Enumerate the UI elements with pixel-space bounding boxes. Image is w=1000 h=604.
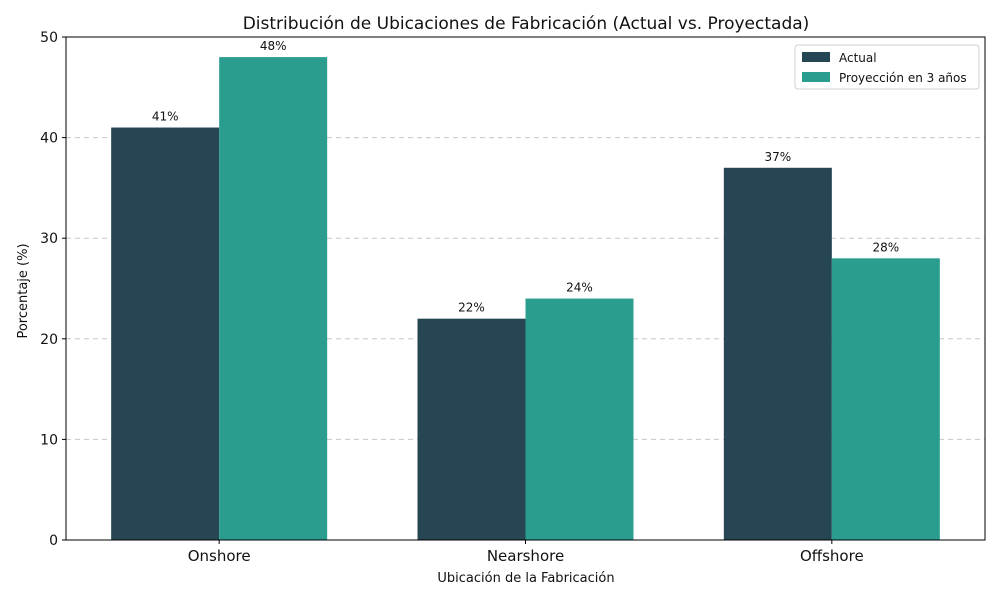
data-label: 41% <box>152 110 179 124</box>
bar-offshore-proyeccion <box>831 258 940 540</box>
x-tick-label: Onshore <box>188 547 251 565</box>
data-label: 37% <box>764 150 791 164</box>
y-tick-label: 30 <box>40 231 58 247</box>
bars <box>111 57 940 541</box>
data-label: 28% <box>872 240 899 254</box>
y-tick-label: 10 <box>40 432 58 448</box>
data-labels: 41% 48% 22% 24% 37% 28% <box>152 39 899 315</box>
data-label: 22% <box>458 301 485 315</box>
x-tick-label: Offshore <box>800 547 864 565</box>
y-tick-label: 50 <box>40 30 58 46</box>
data-label: 24% <box>566 281 593 295</box>
data-label: 48% <box>260 39 287 53</box>
legend-label: Proyección en 3 años <box>839 71 967 85</box>
bar-onshore-proyeccion <box>219 57 328 541</box>
bar-nearshore-proyeccion <box>525 298 634 540</box>
legend-box <box>794 44 980 90</box>
y-tick-label: 40 <box>40 131 58 147</box>
bar-onshore-actual <box>111 127 220 540</box>
bar-offshore-actual <box>723 167 832 540</box>
y-axis-label: Porcentaje (%) <box>16 243 31 338</box>
x-tick-label: Nearshore <box>487 547 564 565</box>
chart-title: Distribución de Ubicaciones de Fabricaci… <box>243 14 810 34</box>
x-axis-label: Ubicación de la Fabricación <box>437 571 614 586</box>
legend-label: Actual <box>839 51 877 65</box>
y-axis-ticks: 0 10 20 30 40 50 <box>40 30 66 549</box>
legend-swatch <box>802 72 830 82</box>
legend-swatch <box>802 52 830 62</box>
legend: Actual Proyección en 3 años <box>794 44 980 90</box>
y-tick-label: 0 <box>49 533 58 549</box>
y-tick-label: 20 <box>40 332 58 348</box>
x-axis-ticks: Onshore Nearshore Offshore <box>188 540 864 565</box>
bar-nearshore-actual <box>417 318 526 540</box>
